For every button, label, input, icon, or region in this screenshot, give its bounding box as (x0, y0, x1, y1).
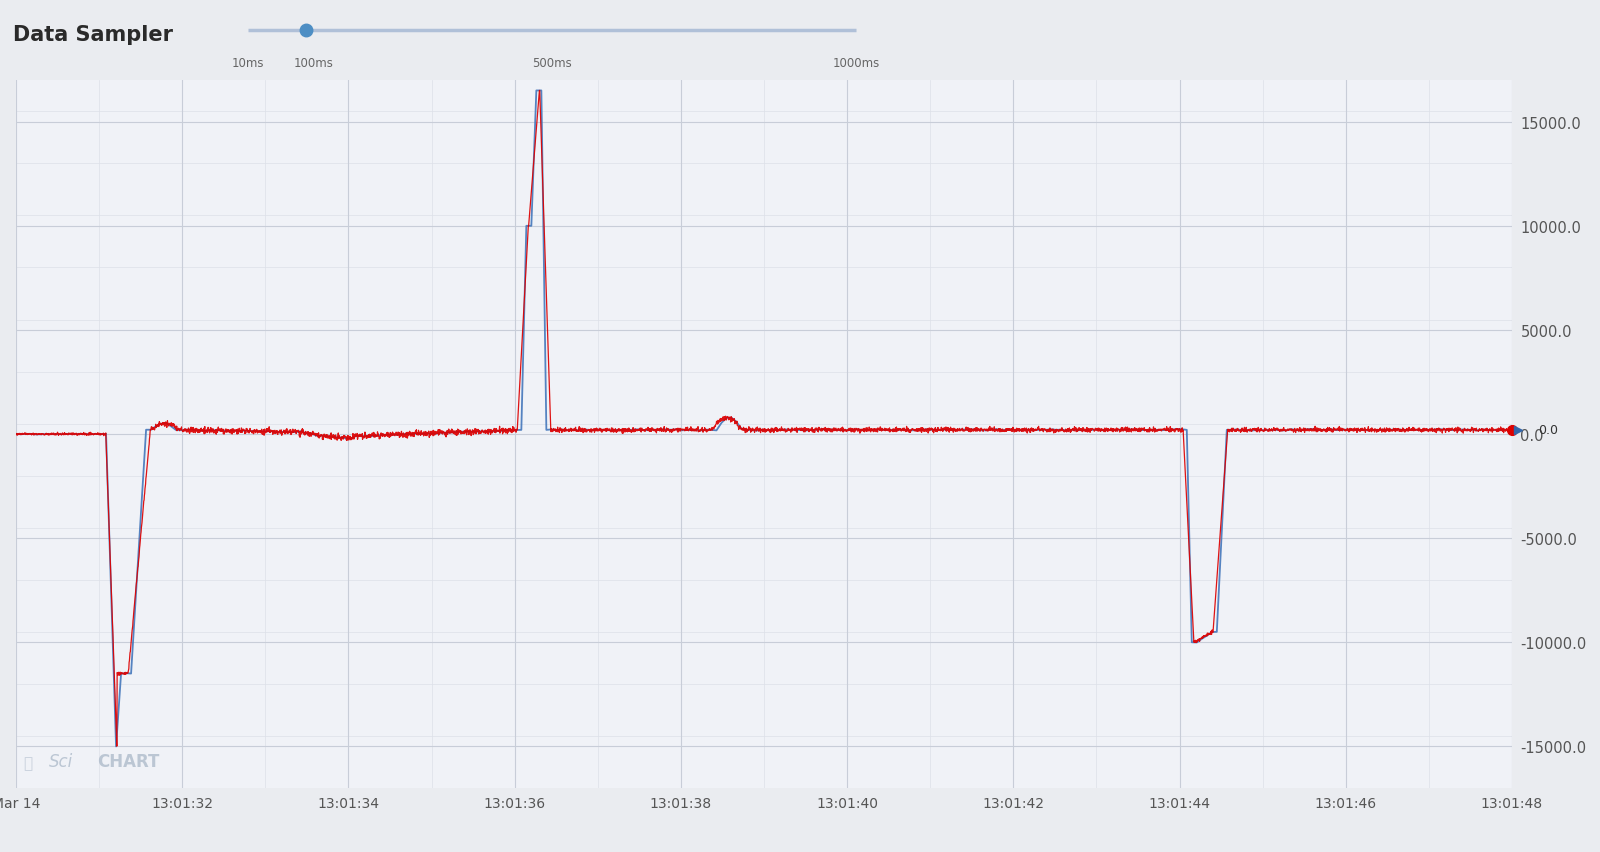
Text: ⧉: ⧉ (24, 756, 32, 770)
Text: Data Sampler: Data Sampler (13, 25, 173, 45)
Text: 10ms: 10ms (232, 57, 264, 70)
Text: 0.0: 0.0 (1538, 423, 1558, 437)
Text: 100ms: 100ms (294, 57, 334, 70)
Text: 1000ms: 1000ms (832, 57, 880, 70)
Text: 500ms: 500ms (533, 57, 571, 70)
Text: CHART: CHART (96, 752, 158, 770)
Text: Sci: Sci (50, 752, 74, 770)
